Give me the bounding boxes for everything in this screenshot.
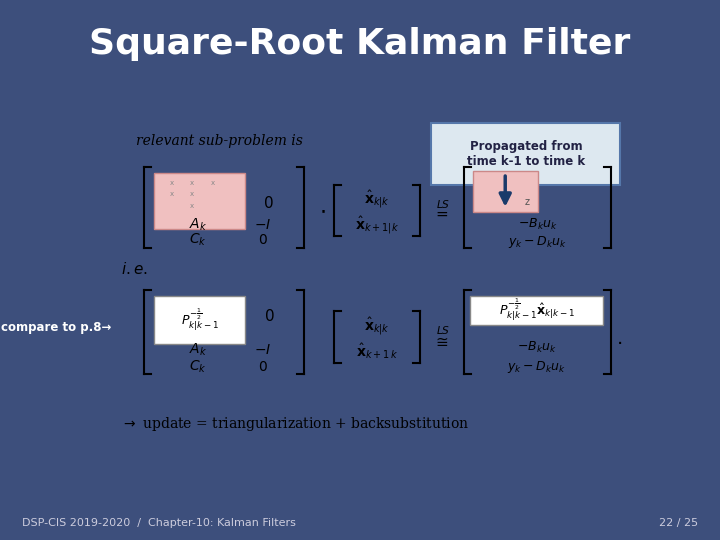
Text: $\hat{\mathbf{x}}_{k|k}$: $\hat{\mathbf{x}}_{k|k}$ xyxy=(364,188,390,210)
Text: compare to p.8→: compare to p.8→ xyxy=(1,321,111,334)
Text: $y_k - D_k u_k$: $y_k - D_k u_k$ xyxy=(508,234,567,250)
Text: Square-Root Kalman Filter: Square-Root Kalman Filter xyxy=(89,27,631,60)
Text: x: x xyxy=(170,191,174,197)
Text: Propagated from
time k-1 to time k: Propagated from time k-1 to time k xyxy=(467,140,585,168)
Text: $0$: $0$ xyxy=(258,360,268,374)
Bar xyxy=(469,296,603,325)
Text: $y_k - D_k u_k$: $y_k - D_k u_k$ xyxy=(507,359,566,375)
Text: .: . xyxy=(617,328,624,348)
Text: relevant sub-problem is: relevant sub-problem is xyxy=(136,133,303,147)
Text: $\hat{\mathbf{x}}_{k|k}$: $\hat{\mathbf{x}}_{k|k}$ xyxy=(364,315,390,336)
Text: $0$: $0$ xyxy=(258,233,268,247)
Text: $-I$: $-I$ xyxy=(254,342,272,356)
Text: 0: 0 xyxy=(264,197,274,211)
Text: $\hat{\mathbf{x}}_{k+1\,k}$: $\hat{\mathbf{x}}_{k+1\,k}$ xyxy=(356,342,398,361)
Text: $\cdot$: $\cdot$ xyxy=(319,201,325,221)
Text: z: z xyxy=(525,197,530,207)
Text: $-B_k u_k$: $-B_k u_k$ xyxy=(517,340,557,355)
Text: DSP-CIS 2019-2020  /  Chapter-10: Kalman Filters: DSP-CIS 2019-2020 / Chapter-10: Kalman F… xyxy=(22,517,295,528)
Text: $A_k$: $A_k$ xyxy=(189,217,207,233)
Text: $\hat{\mathbf{x}}_{k+1|k}$: $\hat{\mathbf{x}}_{k+1|k}$ xyxy=(355,214,399,236)
Text: $-B_k u_k$: $-B_k u_k$ xyxy=(518,218,557,233)
Text: 22 / 25: 22 / 25 xyxy=(660,517,698,528)
Text: $\overset{LS}{\cong}$: $\overset{LS}{\cong}$ xyxy=(433,326,451,350)
Text: $i.e.$: $i.e.$ xyxy=(122,261,148,277)
Text: $0$: $0$ xyxy=(264,308,274,324)
Text: $P_{k|k-1}^{-\frac{1}{2}}$: $P_{k|k-1}^{-\frac{1}{2}}$ xyxy=(181,307,219,333)
Bar xyxy=(431,123,621,185)
Bar xyxy=(154,296,246,344)
Text: $\rightarrow$ update = triangularization + backsubstitution: $\rightarrow$ update = triangularization… xyxy=(122,415,469,433)
Text: x: x xyxy=(190,202,194,209)
Bar xyxy=(154,173,246,229)
Text: x: x xyxy=(170,180,174,186)
Text: $A_k$: $A_k$ xyxy=(189,341,207,357)
Text: $C_k$: $C_k$ xyxy=(189,359,207,375)
Text: $-I$: $-I$ xyxy=(254,218,272,232)
Text: $P_{k|k-1}^{-\frac{1}{2}}\hat{\mathbf{x}}_{k|k-1}$: $P_{k|k-1}^{-\frac{1}{2}}\hat{\mathbf{x}… xyxy=(498,297,575,323)
Text: $C_k$: $C_k$ xyxy=(189,232,207,248)
Text: x: x xyxy=(190,191,194,197)
Text: x: x xyxy=(190,180,194,186)
Bar xyxy=(473,171,538,212)
Text: $\overset{LS}{=}$: $\overset{LS}{=}$ xyxy=(433,202,451,220)
Text: x: x xyxy=(211,180,215,186)
